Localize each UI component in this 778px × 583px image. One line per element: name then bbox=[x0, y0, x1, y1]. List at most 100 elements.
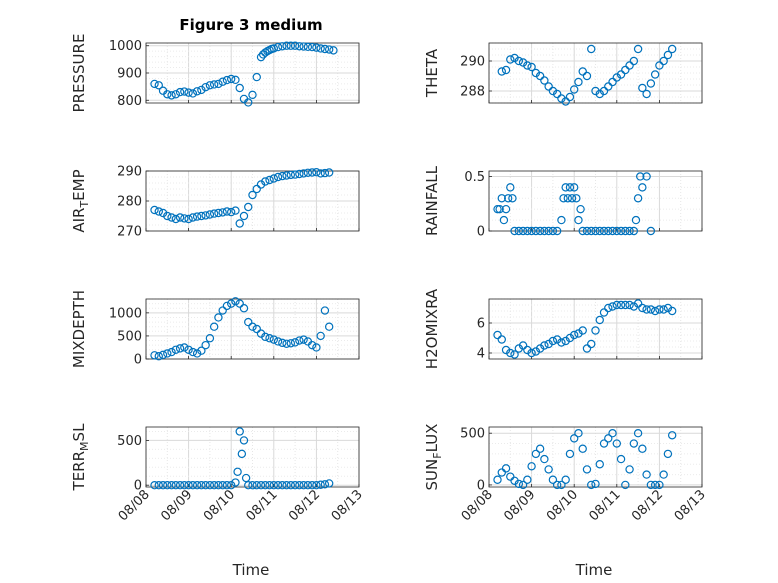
data-point bbox=[150, 481, 159, 490]
data-point bbox=[501, 65, 511, 75]
data-point bbox=[540, 76, 549, 85]
data-point bbox=[493, 475, 502, 484]
data-point bbox=[514, 479, 524, 489]
x-tick-label: 08/11 bbox=[244, 487, 281, 524]
data-point bbox=[231, 297, 240, 306]
subplot-air-temp: 270 280 290 AIRTEMP bbox=[70, 165, 360, 240]
y-tick-label: 280 bbox=[117, 195, 142, 210]
data-point bbox=[252, 324, 261, 334]
data-point bbox=[316, 331, 325, 341]
data-point bbox=[239, 211, 249, 221]
data-point bbox=[312, 167, 321, 177]
subplot-h2omixra: 4 6 H2OMIXRA bbox=[423, 288, 703, 369]
data-point bbox=[599, 308, 609, 317]
data-point bbox=[171, 214, 181, 224]
y-tick-label: 288 bbox=[460, 85, 485, 100]
data-point bbox=[523, 475, 532, 484]
data-point bbox=[273, 337, 283, 346]
data-point bbox=[235, 219, 244, 228]
data-point bbox=[510, 350, 519, 359]
data-point bbox=[578, 226, 587, 236]
data-point bbox=[576, 204, 585, 214]
data-point bbox=[154, 352, 163, 361]
data-point bbox=[180, 87, 189, 96]
data-point bbox=[273, 42, 283, 52]
data-point bbox=[324, 479, 334, 488]
data-point bbox=[557, 480, 566, 490]
data-point bbox=[506, 183, 515, 192]
data-point bbox=[612, 300, 622, 310]
data-point bbox=[544, 82, 553, 91]
y-axis-label: SUNFLUX bbox=[423, 424, 444, 491]
data-point bbox=[497, 335, 506, 344]
data-point bbox=[205, 334, 215, 343]
y-tick-label: 290 bbox=[460, 55, 485, 70]
data-point bbox=[570, 330, 579, 340]
data-point bbox=[616, 226, 626, 236]
data-point bbox=[261, 481, 270, 490]
data-point bbox=[239, 436, 249, 445]
data-point bbox=[578, 444, 587, 453]
data-point bbox=[303, 481, 313, 490]
data-point bbox=[205, 210, 215, 219]
data-point bbox=[503, 194, 513, 203]
data-point bbox=[552, 89, 562, 99]
data-point bbox=[261, 332, 270, 342]
data-point bbox=[201, 481, 210, 490]
subplot-rainfall: 0 0.5 RAINFALL bbox=[423, 165, 703, 240]
data-point bbox=[646, 79, 656, 88]
data-point bbox=[642, 470, 651, 479]
data-point bbox=[175, 87, 185, 97]
data-point bbox=[286, 41, 296, 50]
data-point bbox=[269, 174, 278, 183]
axes-box bbox=[488, 170, 703, 232]
y-tick-label: 4 bbox=[477, 347, 485, 362]
data-point bbox=[218, 481, 227, 490]
data-point bbox=[324, 168, 334, 177]
data-point bbox=[150, 205, 159, 215]
data-point bbox=[570, 434, 579, 443]
data-point bbox=[235, 427, 244, 436]
data-point bbox=[599, 439, 609, 448]
data-point bbox=[582, 226, 592, 236]
data-point bbox=[612, 226, 622, 236]
data-point bbox=[604, 434, 613, 443]
data-point bbox=[256, 481, 266, 490]
data-point bbox=[171, 345, 181, 354]
data-point bbox=[563, 194, 573, 203]
data-point bbox=[659, 470, 668, 479]
data-point bbox=[295, 42, 304, 51]
data-point bbox=[167, 347, 176, 357]
y-tick-label: 500 bbox=[460, 427, 485, 442]
data-point bbox=[248, 190, 257, 200]
data-point bbox=[655, 305, 664, 314]
x-tick-label: 08/13 bbox=[329, 487, 366, 524]
data-point bbox=[604, 303, 613, 313]
data-point bbox=[209, 209, 219, 218]
data-point bbox=[307, 481, 317, 490]
data-point bbox=[307, 340, 317, 350]
x-tick-label: 08/09 bbox=[501, 487, 538, 524]
data-point bbox=[154, 81, 163, 90]
data-point bbox=[252, 72, 261, 82]
data-point bbox=[192, 481, 202, 490]
data-point bbox=[167, 481, 176, 490]
data-point bbox=[201, 82, 210, 92]
data-point bbox=[561, 97, 570, 106]
data-point bbox=[608, 77, 617, 87]
data-point bbox=[320, 44, 330, 54]
data-point bbox=[659, 56, 668, 66]
data-point bbox=[175, 344, 185, 353]
data-point bbox=[531, 449, 541, 459]
data-point bbox=[510, 226, 519, 236]
data-point bbox=[527, 348, 536, 358]
data-point bbox=[650, 70, 660, 79]
data-point bbox=[324, 45, 334, 54]
data-point bbox=[587, 480, 596, 490]
data-point bbox=[218, 208, 227, 217]
x-tick-label: 08/09 bbox=[158, 487, 195, 524]
data-point bbox=[150, 79, 159, 89]
data-point bbox=[265, 175, 274, 185]
data-point bbox=[608, 302, 617, 311]
data-point bbox=[557, 338, 566, 347]
